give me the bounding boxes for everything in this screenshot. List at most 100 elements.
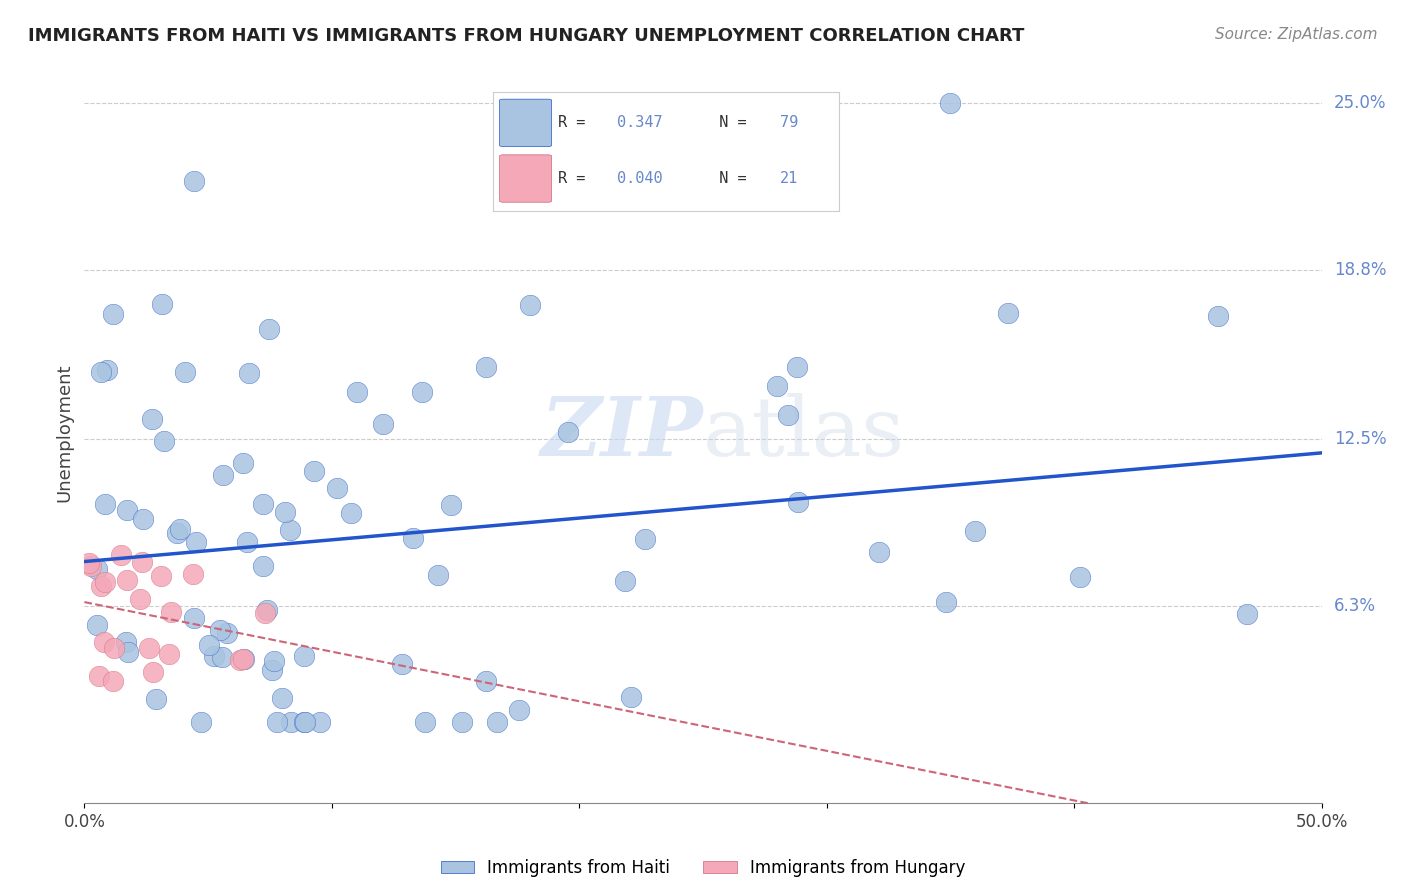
Point (294, 714, 316, 729)
Point (101, 674, 124, 689)
Point (153, 434, 176, 448)
Point (131, 555, 153, 569)
Point (427, 567, 450, 582)
Point (263, 654, 285, 668)
Point (150, 297, 173, 311)
Point (117, 645, 139, 659)
Point (238, 366, 260, 380)
Point (254, 607, 277, 621)
Point (103, 640, 125, 655)
Point (997, 306, 1019, 320)
Point (280, 714, 302, 729)
Point (183, 174, 205, 188)
Point (411, 384, 433, 399)
Point (346, 384, 368, 399)
Text: IMMIGRANTS FROM HAITI VS IMMIGRANTS FROM HUNGARY UNEMPLOYMENT CORRELATION CHART: IMMIGRANTS FROM HAITI VS IMMIGRANTS FROM… (28, 27, 1025, 45)
Point (93, 635, 115, 649)
Point (266, 714, 288, 729)
Point (252, 498, 274, 512)
Point (787, 495, 810, 509)
Point (181, 566, 204, 581)
Legend: Immigrants from Haiti, Immigrants from Hungary: Immigrants from Haiti, Immigrants from H… (434, 852, 972, 883)
Point (1069, 570, 1091, 584)
Point (294, 714, 316, 729)
Point (309, 714, 332, 729)
Point (475, 360, 498, 375)
Text: Source: ZipAtlas.com: Source: ZipAtlas.com (1215, 27, 1378, 42)
Text: 18.8%: 18.8% (1334, 260, 1386, 278)
Point (302, 464, 325, 478)
Point (186, 534, 208, 549)
Point (80, 558, 103, 573)
Point (256, 603, 278, 617)
Point (508, 703, 530, 717)
Point (145, 691, 167, 706)
Point (159, 606, 181, 620)
Point (166, 526, 188, 541)
Point (79, 556, 101, 570)
Text: 25.0%: 25.0% (1334, 94, 1386, 112)
Point (868, 545, 890, 559)
Point (232, 456, 254, 470)
Point (450, 714, 472, 729)
Point (101, 307, 124, 321)
Point (132, 512, 155, 526)
Point (415, 714, 437, 729)
Point (90, 365, 112, 379)
Point (129, 592, 152, 607)
Point (474, 673, 496, 688)
Point (1236, 607, 1258, 622)
Point (373, 417, 395, 431)
Text: 6.3%: 6.3% (1334, 598, 1376, 615)
Point (257, 322, 280, 336)
Point (190, 714, 212, 729)
Point (93, 497, 115, 511)
Point (96, 363, 118, 377)
Point (1206, 309, 1229, 323)
Point (620, 690, 643, 705)
Point (215, 626, 238, 640)
Text: ZIP: ZIP (540, 392, 703, 473)
Point (232, 651, 254, 665)
Point (260, 663, 283, 677)
Point (274, 505, 297, 519)
Point (157, 647, 180, 661)
Point (402, 531, 425, 545)
Point (115, 634, 138, 648)
Point (633, 532, 655, 546)
Text: atlas: atlas (703, 392, 905, 473)
Point (340, 507, 363, 521)
Point (115, 503, 138, 517)
Point (519, 298, 541, 312)
Point (613, 574, 636, 589)
Point (94, 574, 117, 589)
Point (142, 665, 165, 680)
Point (270, 691, 292, 706)
Text: 12.5%: 12.5% (1334, 430, 1386, 449)
Point (440, 499, 463, 513)
Point (935, 595, 957, 609)
Point (86, 618, 108, 632)
Point (141, 412, 163, 426)
Point (202, 649, 225, 664)
Point (963, 524, 986, 538)
Y-axis label: Unemployment: Unemployment (55, 363, 73, 502)
Point (292, 648, 315, 663)
Point (86, 562, 108, 576)
Point (174, 365, 197, 379)
Point (391, 657, 413, 672)
Point (766, 378, 789, 392)
Point (236, 534, 259, 549)
Point (150, 569, 173, 583)
Point (232, 652, 254, 666)
Point (211, 650, 233, 665)
Point (138, 640, 160, 655)
Point (90, 579, 112, 593)
Point (211, 468, 233, 483)
Point (485, 714, 508, 729)
Point (110, 548, 132, 562)
Point (117, 573, 139, 587)
Point (939, 95, 962, 110)
Point (252, 559, 274, 574)
Point (183, 610, 205, 624)
